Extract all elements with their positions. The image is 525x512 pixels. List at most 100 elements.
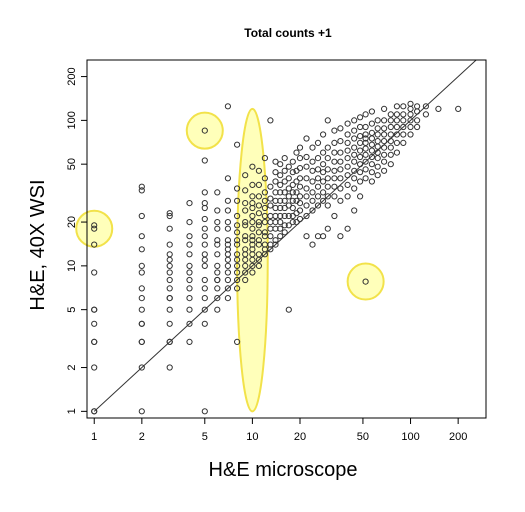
data-point [368,169,375,176]
highlight-circle-2 [185,111,224,150]
data-point [91,225,98,232]
data-point [201,306,208,313]
data-point [455,105,462,113]
data-point [255,237,262,244]
data-point [267,195,274,202]
data-point [138,212,145,220]
data-point [201,215,208,223]
data-point [324,193,331,200]
data-point [407,131,414,138]
data-point [281,197,288,204]
y-tick-label: 2 [66,364,78,370]
data-point [387,117,394,124]
data-point [242,200,249,207]
data-point [309,241,316,248]
data-point [324,155,331,162]
data-point [224,269,231,276]
data-point [249,193,256,200]
data-point [337,166,344,173]
data-point [293,189,300,196]
data-point [214,262,221,269]
data-point [277,189,284,196]
data-point [255,241,262,248]
data-point [309,167,316,174]
data-point [267,202,274,209]
plot-frame [86,59,487,419]
data-point [138,306,145,313]
data-point [387,151,394,158]
x-tick-label: 1 [91,431,97,443]
data-point [407,105,414,113]
data-point [201,320,208,327]
data-point [331,158,338,165]
data-point [272,169,279,176]
data-point [261,189,268,196]
x-tick-label: 2 [139,431,145,443]
data-point [331,193,338,200]
data-point [285,185,292,192]
data-point [277,204,284,212]
data-point [91,408,98,415]
data-point [337,149,344,156]
data-point [357,193,364,200]
data-point [255,202,262,209]
data-point [214,189,221,196]
data-point [91,320,98,327]
data-point [166,276,173,284]
data-point [138,187,145,194]
data-point [234,262,241,269]
data-point [303,212,310,220]
data-point [320,197,327,204]
data-point [368,141,375,148]
data-point [387,161,394,168]
data-point [351,207,358,214]
data-point [331,175,338,182]
data-point [387,131,394,138]
x-tick-label: 50 [357,431,369,443]
data-point [357,139,364,146]
data-point [272,237,279,244]
data-point [289,219,296,226]
data-point [255,229,262,236]
data-point [407,100,414,107]
data-point [166,338,173,345]
data-point [166,295,173,302]
data-point [351,158,358,165]
data-point [186,200,193,207]
data-point [285,175,292,182]
data-point [242,233,249,240]
data-point [234,338,241,345]
data-point [374,172,381,179]
data-point [277,197,284,204]
data-point [320,189,327,196]
data-point [138,364,145,371]
data-point [242,219,249,226]
data-point [255,219,262,226]
data-point [91,306,98,313]
data-point [234,222,241,229]
data-point [400,111,407,118]
data-point [214,207,221,214]
data-point [324,202,331,209]
data-point [138,295,145,302]
data-point [224,175,231,182]
data-point [277,172,284,179]
data-point [281,229,288,236]
data-point [309,189,316,196]
data-point [314,155,322,162]
data-point [267,117,274,124]
data-point [414,117,421,124]
data-point [249,262,256,269]
data-point [249,219,256,226]
data-point [362,135,369,142]
data-point [320,169,327,176]
data-point [393,103,400,110]
data-point [362,151,369,158]
data-point [344,225,351,232]
y-tick-label: 100 [66,111,78,129]
data-point [357,123,364,131]
data-point [289,189,296,196]
data-point [277,225,284,232]
data-point [138,262,145,269]
data-point [201,295,208,302]
